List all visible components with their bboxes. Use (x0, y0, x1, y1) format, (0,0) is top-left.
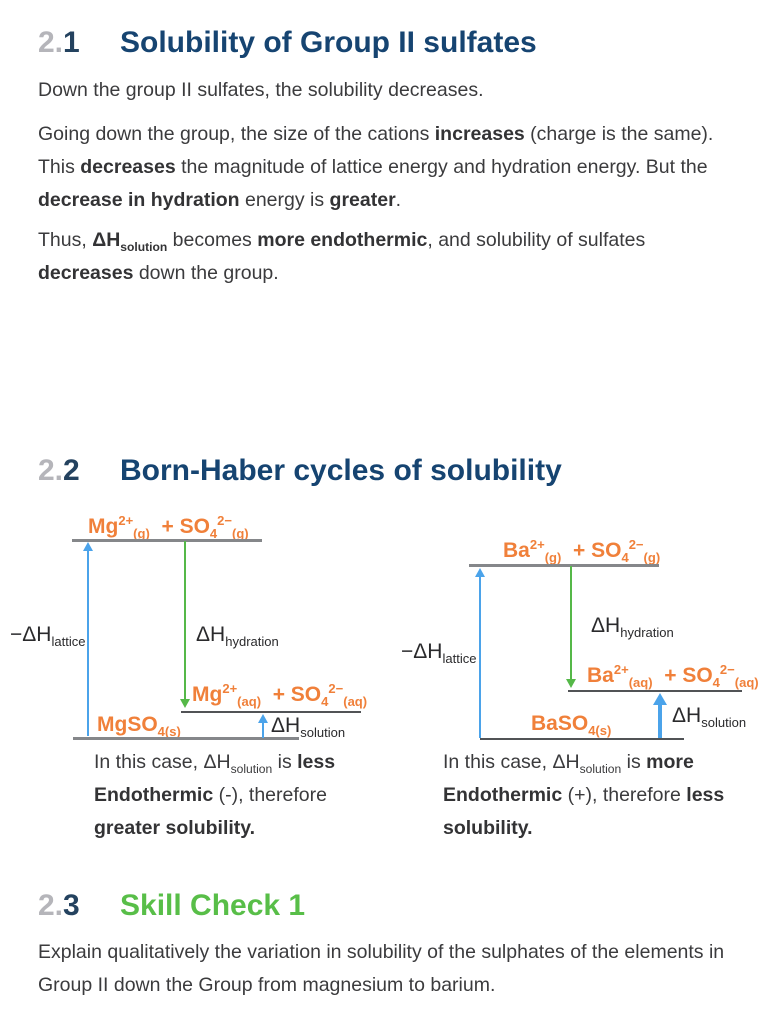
section-number: 2.3 (38, 889, 120, 922)
paragraph-cation-size: Going down the group, the size of the ca… (38, 123, 714, 211)
mg-solid-level-line (73, 737, 299, 740)
section-heading-2-1: 2.1 Solubility of Group II sulfates (38, 26, 537, 59)
section-title: Solubility of Group II sulfates (120, 26, 537, 59)
mg-gaseous-ions-label: Mg2+(g) + SO42−(g) (88, 513, 249, 542)
mg-gaseous-level-line (72, 539, 262, 542)
section-title: Born-Haber cycles of solubility (120, 454, 562, 487)
ba-lattice-arrow-up-icon (475, 568, 485, 738)
section-number-prefix: 2. (38, 26, 64, 59)
mg-lattice-arrow-up-icon (83, 542, 93, 736)
mg-solution-arrow-up-icon (258, 714, 268, 738)
ba-diagram-caption: In this case, ΔHsolution is more Endother… (443, 751, 725, 839)
ba-aqueous-level-line (568, 690, 742, 692)
ba-hydration-enthalpy-label: ΔHhydration (591, 614, 674, 641)
mg-hydration-arrow-down-icon (180, 541, 190, 708)
section-number-digit: 3 (63, 889, 80, 922)
paragraph-enthalpy-conclusion: Thus, ΔHsolution becomes more endothermi… (38, 229, 646, 284)
paragraph-skill-check-question: Explain qualitatively the variation in s… (38, 941, 725, 996)
mg-hydration-enthalpy-label: ΔHhydration (196, 623, 279, 650)
section-number-prefix: 2. (38, 454, 64, 487)
mg-diagram-caption: In this case, ΔHsolution is less Endother… (94, 751, 336, 839)
section-number-digit: 2 (63, 454, 80, 487)
section-heading-2-2: 2.2 Born-Haber cycles of solubility (38, 454, 562, 487)
ba-hydration-arrow-down-icon (566, 566, 576, 688)
section-number-digit: 1 (63, 26, 80, 59)
mg-lattice-enthalpy-label: −ΔHlattice (10, 623, 86, 650)
section-heading-2-3: 2.3 Skill Check 1 (38, 889, 305, 922)
section-number: 2.1 (38, 26, 120, 59)
born-haber-diagrams: Mg2+(g) + SO42−(g) −ΔHlattice ΔHhydratio… (0, 505, 768, 761)
mg-solid-label: MgSO4(s) (97, 713, 181, 740)
ba-aqueous-ions-label: Ba2+(aq) + SO42−(aq) (587, 662, 759, 691)
section-title: Skill Check 1 (120, 889, 306, 922)
ba-gaseous-level-line (469, 564, 659, 567)
mg-solution-enthalpy-label: ΔHsolution (271, 714, 346, 741)
section-number: 2.2 (38, 454, 120, 487)
ba-gaseous-ions-label: Ba2+(g) + SO42−(g) (503, 537, 661, 566)
mg-aqueous-level-line (181, 711, 361, 713)
section-number-prefix: 2. (38, 889, 64, 922)
ba-solution-enthalpy-label: ΔHsolution (672, 704, 747, 731)
ba-solid-label: BaSO4(s) (531, 712, 612, 739)
ba-solution-arrow-up-icon (653, 693, 667, 738)
ba-solid-level-line (480, 738, 684, 740)
ba-lattice-enthalpy-label: −ΔHlattice (401, 640, 477, 667)
paragraph-solubility-statement: Down the group II sulfates, the solubili… (38, 79, 484, 101)
mg-aqueous-ions-label: Mg2+(aq) + SO42−(aq) (192, 681, 368, 710)
